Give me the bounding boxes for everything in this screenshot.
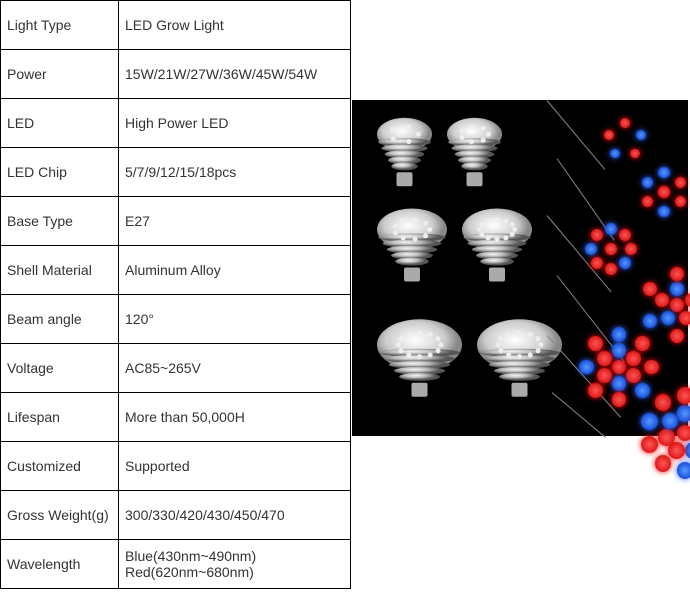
- spec-value: 120°: [119, 295, 351, 344]
- spec-label: Beam angle: [1, 295, 119, 344]
- spec-value: 300/330/420/430/450/470: [119, 491, 351, 540]
- bulb-icon: [367, 205, 457, 303]
- spec-label: Base Type: [1, 197, 119, 246]
- spec-value: Blue(430nm~490nm)Red(620nm~680nm): [119, 540, 351, 589]
- spec-row: Base TypeE27: [1, 197, 351, 246]
- spec-value: Aluminum Alloy: [119, 246, 351, 295]
- bulb-icon: [467, 315, 572, 428]
- spec-value: More than 50,000H: [119, 393, 351, 442]
- spec-row: CustomizedSupported: [1, 442, 351, 491]
- spec-value: High Power LED: [119, 99, 351, 148]
- spec-row: Power15W/21W/27W/36W/45W/54W: [1, 50, 351, 99]
- spec-label: Power: [1, 50, 119, 99]
- spec-row: WavelengthBlue(430nm~490nm)Red(620nm~680…: [1, 540, 351, 589]
- spec-label: Shell Material: [1, 246, 119, 295]
- spec-label: Voltage: [1, 344, 119, 393]
- spec-row: VoltageAC85~265V: [1, 344, 351, 393]
- spec-label: Light Type: [1, 1, 119, 50]
- spec-row: Gross Weight(g)300/330/420/430/450/470: [1, 491, 351, 540]
- spec-label: Gross Weight(g): [1, 491, 119, 540]
- spec-label: LED Chip: [1, 148, 119, 197]
- spec-label: LED: [1, 99, 119, 148]
- bulb-icon: [367, 315, 472, 428]
- spec-row: LED Chip5/7/9/12/15/18pcs: [1, 148, 351, 197]
- spec-value: Supported: [119, 442, 351, 491]
- spec-table: Light TypeLED Grow LightPower15W/21W/27W…: [0, 0, 351, 589]
- spec-value: 15W/21W/27W/36W/45W/54W: [119, 50, 351, 99]
- bulb-icon: [437, 115, 512, 198]
- bulb-icon: [367, 115, 442, 198]
- spec-row: Shell MaterialAluminum Alloy: [1, 246, 351, 295]
- spec-value: E27: [119, 197, 351, 246]
- spec-row: Light TypeLED Grow Light: [1, 1, 351, 50]
- led-cluster: [577, 215, 645, 283]
- spec-row: LifespanMore than 50,000H: [1, 393, 351, 442]
- spec-value: 5/7/9/12/15/18pcs: [119, 148, 351, 197]
- led-cluster: [637, 385, 690, 481]
- bulb-icon: [452, 205, 542, 303]
- spec-label: Lifespan: [1, 393, 119, 442]
- spec-value: LED Grow Light: [119, 1, 351, 50]
- spec-label: Wavelength: [1, 540, 119, 589]
- product-image: [352, 100, 688, 436]
- spec-label: Customized: [1, 442, 119, 491]
- spec-row: LEDHigh Power LED: [1, 99, 351, 148]
- spec-value: AC85~265V: [119, 344, 351, 393]
- spec-row: Beam angle120°: [1, 295, 351, 344]
